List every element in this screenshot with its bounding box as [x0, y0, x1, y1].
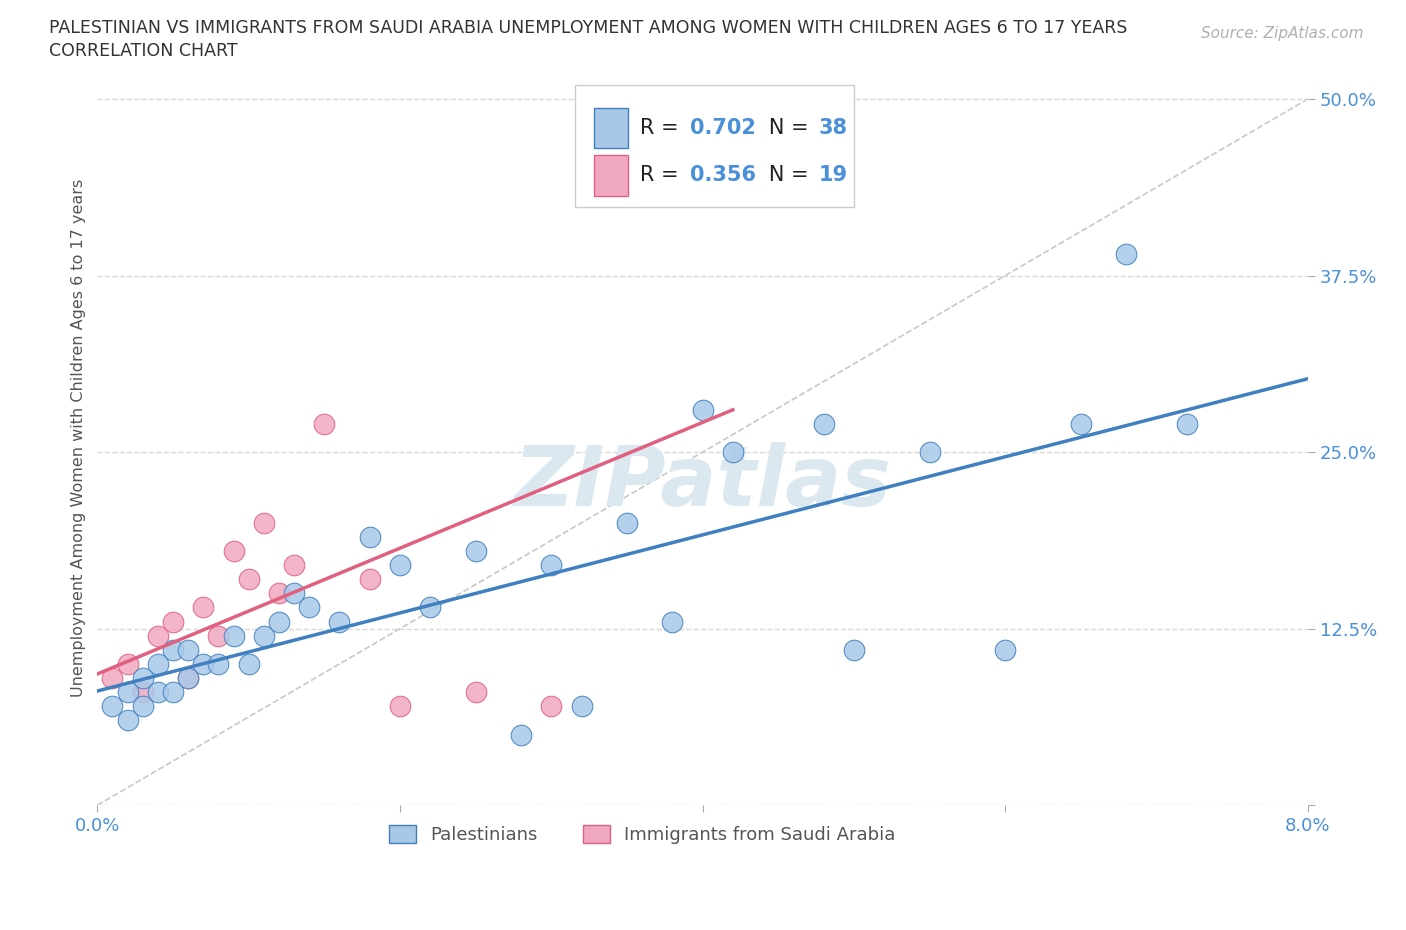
Point: [464, 543, 486, 558]
Point: [101, 671, 124, 685]
Point: [117, 713, 139, 728]
Point: [1070, 417, 1092, 432]
Text: N =: N =: [748, 118, 815, 138]
Point: [117, 684, 139, 699]
Point: [692, 162, 714, 177]
Point: [813, 417, 835, 432]
Point: [177, 643, 200, 658]
Point: [193, 600, 215, 615]
Point: [238, 657, 260, 671]
Point: [146, 629, 169, 644]
Text: 0.702: 0.702: [690, 118, 756, 138]
Point: [101, 699, 124, 714]
Text: 0.356: 0.356: [690, 166, 756, 185]
Point: [388, 699, 411, 714]
Point: [177, 671, 200, 685]
Point: [132, 699, 155, 714]
Point: [162, 614, 184, 629]
Text: R =: R =: [640, 166, 685, 185]
Point: [540, 699, 562, 714]
Point: [359, 572, 381, 587]
Point: [267, 586, 290, 601]
FancyBboxPatch shape: [593, 108, 627, 148]
Point: [146, 684, 169, 699]
Text: ZIPatlas: ZIPatlas: [513, 442, 891, 523]
Point: [222, 543, 245, 558]
Point: [842, 643, 865, 658]
Point: [207, 629, 229, 644]
Point: [314, 417, 336, 432]
Point: [510, 727, 533, 742]
Point: [388, 558, 411, 573]
Point: [253, 629, 276, 644]
Point: [132, 684, 155, 699]
Text: N =: N =: [748, 166, 815, 185]
Point: [283, 586, 305, 601]
Point: [117, 657, 139, 671]
Y-axis label: Unemployment Among Women with Children Ages 6 to 17 years: Unemployment Among Women with Children A…: [72, 179, 86, 698]
Text: Source: ZipAtlas.com: Source: ZipAtlas.com: [1201, 26, 1364, 41]
Text: CORRELATION CHART: CORRELATION CHART: [49, 42, 238, 60]
Point: [692, 403, 714, 418]
Point: [721, 445, 744, 459]
FancyBboxPatch shape: [575, 86, 853, 206]
Point: [661, 614, 683, 629]
Point: [419, 600, 441, 615]
Point: [238, 572, 260, 587]
Point: [1175, 417, 1198, 432]
Point: [464, 684, 486, 699]
Point: [571, 699, 593, 714]
Point: [994, 643, 1017, 658]
Point: [207, 657, 229, 671]
Point: [193, 657, 215, 671]
Point: [146, 657, 169, 671]
Point: [283, 558, 305, 573]
Point: [1115, 247, 1137, 262]
Text: 19: 19: [818, 166, 848, 185]
Point: [253, 515, 276, 530]
Text: R =: R =: [640, 118, 685, 138]
Point: [328, 614, 350, 629]
Text: PALESTINIAN VS IMMIGRANTS FROM SAUDI ARABIA UNEMPLOYMENT AMONG WOMEN WITH CHILDR: PALESTINIAN VS IMMIGRANTS FROM SAUDI ARA…: [49, 19, 1128, 36]
Point: [222, 629, 245, 644]
Point: [177, 671, 200, 685]
Point: [616, 515, 638, 530]
Point: [298, 600, 321, 615]
Point: [359, 529, 381, 544]
Legend: Palestinians, Immigrants from Saudi Arabia: Palestinians, Immigrants from Saudi Arab…: [381, 817, 903, 851]
Point: [267, 614, 290, 629]
Point: [132, 671, 155, 685]
Point: [162, 684, 184, 699]
Point: [540, 558, 562, 573]
FancyBboxPatch shape: [593, 155, 627, 195]
Text: 38: 38: [818, 118, 848, 138]
Point: [918, 445, 941, 459]
Point: [162, 643, 184, 658]
